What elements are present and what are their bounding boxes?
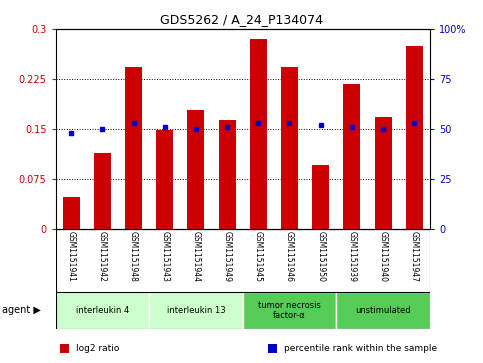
Bar [63, 197, 80, 229]
Text: percentile rank within the sample: percentile rank within the sample [284, 344, 437, 353]
Text: log2 ratio: log2 ratio [76, 344, 120, 353]
Text: GSM1151949: GSM1151949 [223, 231, 232, 282]
Bar [187, 110, 204, 229]
Text: GSM1151945: GSM1151945 [254, 231, 263, 282]
Text: GSM1151941: GSM1151941 [67, 231, 76, 281]
Bar [336, 292, 430, 329]
Text: GSM1151939: GSM1151939 [347, 231, 356, 282]
Text: interleukin 13: interleukin 13 [167, 306, 225, 315]
Bar [218, 120, 236, 229]
Text: GSM1151940: GSM1151940 [379, 231, 387, 282]
Text: interleukin 4: interleukin 4 [76, 306, 129, 315]
Text: GDS5262 / A_24_P134074: GDS5262 / A_24_P134074 [160, 13, 323, 26]
Bar [250, 39, 267, 229]
Text: GSM1151943: GSM1151943 [160, 231, 169, 282]
Bar [374, 117, 392, 229]
Bar [312, 166, 329, 229]
Text: GSM1151946: GSM1151946 [285, 231, 294, 282]
Text: tumor necrosis
factor-α: tumor necrosis factor-α [258, 301, 321, 320]
Bar [281, 67, 298, 229]
Text: GSM1151942: GSM1151942 [98, 231, 107, 281]
Bar [94, 154, 111, 229]
Bar [156, 130, 173, 229]
Text: GSM1151950: GSM1151950 [316, 231, 325, 282]
Bar [56, 292, 149, 329]
Text: agent ▶: agent ▶ [2, 305, 41, 315]
Text: unstimulated: unstimulated [355, 306, 411, 315]
Bar [125, 67, 142, 229]
Bar [406, 46, 423, 229]
Bar [343, 83, 360, 229]
Bar [242, 292, 336, 329]
Text: GSM1151944: GSM1151944 [191, 231, 200, 282]
Text: GSM1151947: GSM1151947 [410, 231, 419, 282]
Bar [149, 292, 242, 329]
Text: GSM1151948: GSM1151948 [129, 231, 138, 281]
